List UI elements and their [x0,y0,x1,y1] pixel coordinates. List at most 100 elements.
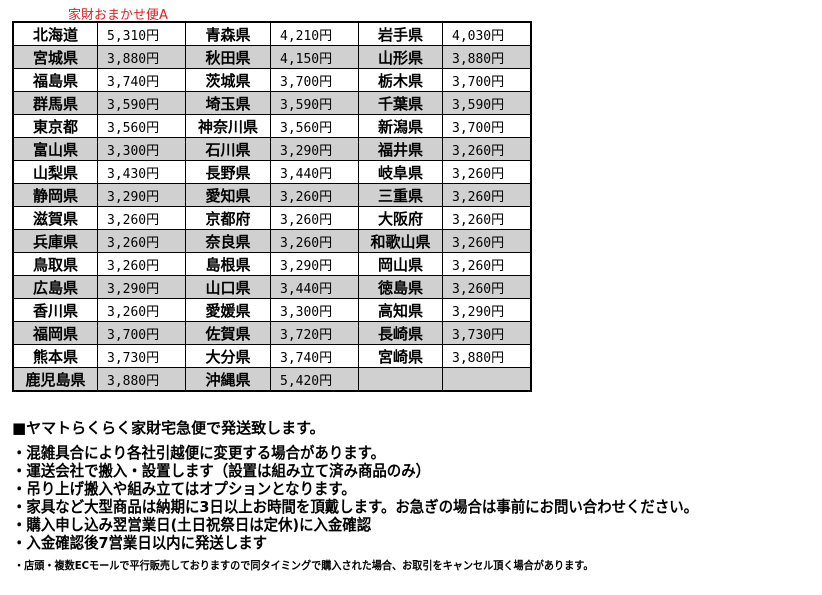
prefecture-cell: 秋田県 [185,45,271,69]
prefecture-cell: 佐賀県 [185,321,271,345]
price-cell: 3,700円 [442,68,532,92]
price-cell: 3,260円 [97,229,186,253]
price-cell: 3,260円 [270,229,359,253]
shipping-notes: ■ヤマトらくらく家財宅急便で発送致します。 ・混雑具合により各社引越便に変更する… [12,417,750,552]
price-cell: 3,880円 [97,367,186,392]
table-row: 富山県 3,300円 石川県 3,290円 福井県 3,260円 [12,137,532,161]
price-cell: 3,430円 [97,160,186,184]
prefecture-cell: 山形県 [358,45,443,69]
table-row: 鳥取県 3,260円 島根県 3,290円 岡山県 3,260円 [12,252,532,276]
price-cell: 3,260円 [97,298,186,322]
prefecture-cell: 愛知県 [185,183,271,207]
price-cell: 3,720円 [270,321,359,345]
price-cell: 3,260円 [97,252,186,276]
prefecture-cell: 茨城県 [185,68,271,92]
prefecture-cell: 北海道 [12,21,98,46]
prefecture-cell: 滋賀県 [12,206,98,230]
table-row: 北海道 5,310円 青森県 4,210円 岩手県 4,030円 [12,21,532,46]
table-title: 家財おまかせ便A [68,8,168,23]
prefecture-cell: 新潟県 [358,114,443,138]
price-cell: 5,420円 [270,367,359,392]
table-row: 香川県 3,260円 愛媛県 3,300円 高知県 3,290円 [12,298,532,322]
prefecture-cell: 東京都 [12,114,98,138]
prefecture-cell: 石川県 [185,137,271,161]
note-item: ・混雑具合により各社引越便に変更する場合があります。 [12,444,386,462]
table-row: 滋賀県 3,260円 京都府 3,260円 大阪府 3,260円 [12,206,532,230]
price-cell: 3,260円 [442,229,532,253]
footnote: ・店頭・複数ECモールで平行販売しておりますので同タイミングで購入された場合、お… [14,559,594,572]
table-row: 群馬県 3,590円 埼玉県 3,590円 千葉県 3,590円 [12,91,532,115]
prefecture-cell: 山口県 [185,275,271,299]
table-row: 静岡県 3,290円 愛知県 3,260円 三重県 3,260円 [12,183,532,207]
table-row: 兵庫県 3,260円 奈良県 3,260円 和歌山県 3,260円 [12,229,532,253]
table-row: 山梨県 3,430円 長野県 3,440円 岐阜県 3,260円 [12,160,532,184]
prefecture-cell: 香川県 [12,298,98,322]
price-cell: 3,590円 [270,91,359,115]
note-item: ・家具など大型商品は納期に3日以上お時間を頂戴します。お急ぎの場合は事前にお問い… [12,498,699,516]
prefecture-cell: 青森県 [185,21,271,46]
prefecture-cell: 千葉県 [358,91,443,115]
prefecture-cell: 京都府 [185,206,271,230]
price-cell: 3,730円 [442,321,532,345]
prefecture-cell: 長野県 [185,160,271,184]
price-cell: 4,210円 [270,21,359,46]
price-cell: 3,740円 [97,68,186,92]
price-cell: 3,290円 [97,275,186,299]
prefecture-cell: 大阪府 [358,206,443,230]
price-cell: 3,300円 [97,137,186,161]
table-row: 鹿児島県 3,880円 沖縄県 5,420円 [12,367,532,392]
price-cell: 4,150円 [270,45,359,69]
prefecture-cell: 福井県 [358,137,443,161]
prefecture-cell: 神奈川県 [185,114,271,138]
price-cell: 3,290円 [97,183,186,207]
note-item: ・運送会社で搬入・設置します（設置は組み立て済み商品のみ） [12,462,431,480]
price-cell: 3,260円 [270,206,359,230]
price-cell: 3,730円 [97,344,186,368]
price-cell: 3,590円 [442,91,532,115]
price-cell: 3,260円 [442,252,532,276]
note-item: ・吊り上げ搬入や組み立てはオプションとなります。 [12,480,356,498]
price-cell: 3,740円 [270,344,359,368]
prefecture-cell: 鹿児島県 [12,367,98,392]
prefecture-cell: 宮城県 [12,45,98,69]
table-row: 宮城県 3,880円 秋田県 4,150円 山形県 3,880円 [12,45,532,69]
note-item: ・入金確認後7営業日以内に発送します [12,534,268,552]
prefecture-cell: 宮崎県 [358,344,443,368]
prefecture-cell: 静岡県 [12,183,98,207]
prefecture-cell: 福岡県 [12,321,98,345]
prefecture-cell: 岡山県 [358,252,443,276]
shipping-rate-table: 北海道 5,310円 青森県 4,210円 岩手県 4,030円 宮城県 3,880円 秋田県 4… [12,21,532,392]
price-cell: 3,260円 [442,275,532,299]
prefecture-cell: 高知県 [358,298,443,322]
prefecture-cell: 長崎県 [358,321,443,345]
price-cell: 5,310円 [97,21,186,46]
price-cell: 4,030円 [442,21,532,46]
prefecture-cell: 山梨県 [12,160,98,184]
prefecture-cell [358,367,443,392]
table-row: 広島県 3,290円 山口県 3,440円 徳島県 3,260円 [12,275,532,299]
price-cell: 3,260円 [442,160,532,184]
prefecture-cell: 鳥取県 [12,252,98,276]
prefecture-cell: 栃木県 [358,68,443,92]
price-cell: 3,300円 [270,298,359,322]
prefecture-cell: 群馬県 [12,91,98,115]
price-cell [442,367,532,392]
price-cell: 3,560円 [270,114,359,138]
table-row: 福岡県 3,700円 佐賀県 3,720円 長崎県 3,730円 [12,321,532,345]
price-cell: 3,700円 [270,68,359,92]
price-cell: 3,440円 [270,160,359,184]
prefecture-cell: 大分県 [185,344,271,368]
prefecture-cell: 埼玉県 [185,91,271,115]
prefecture-cell: 富山県 [12,137,98,161]
note-item: ・購入申し込み翌営業日(土日祝祭日は定休)に入金確認 [12,516,372,534]
prefecture-cell: 兵庫県 [12,229,98,253]
price-cell: 3,440円 [270,275,359,299]
price-cell: 3,290円 [270,137,359,161]
price-cell: 3,260円 [442,206,532,230]
prefecture-cell: 奈良県 [185,229,271,253]
prefecture-cell: 和歌山県 [358,229,443,253]
price-cell: 3,560円 [97,114,186,138]
prefecture-cell: 福島県 [12,68,98,92]
prefecture-cell: 広島県 [12,275,98,299]
prefecture-cell: 岐阜県 [358,160,443,184]
